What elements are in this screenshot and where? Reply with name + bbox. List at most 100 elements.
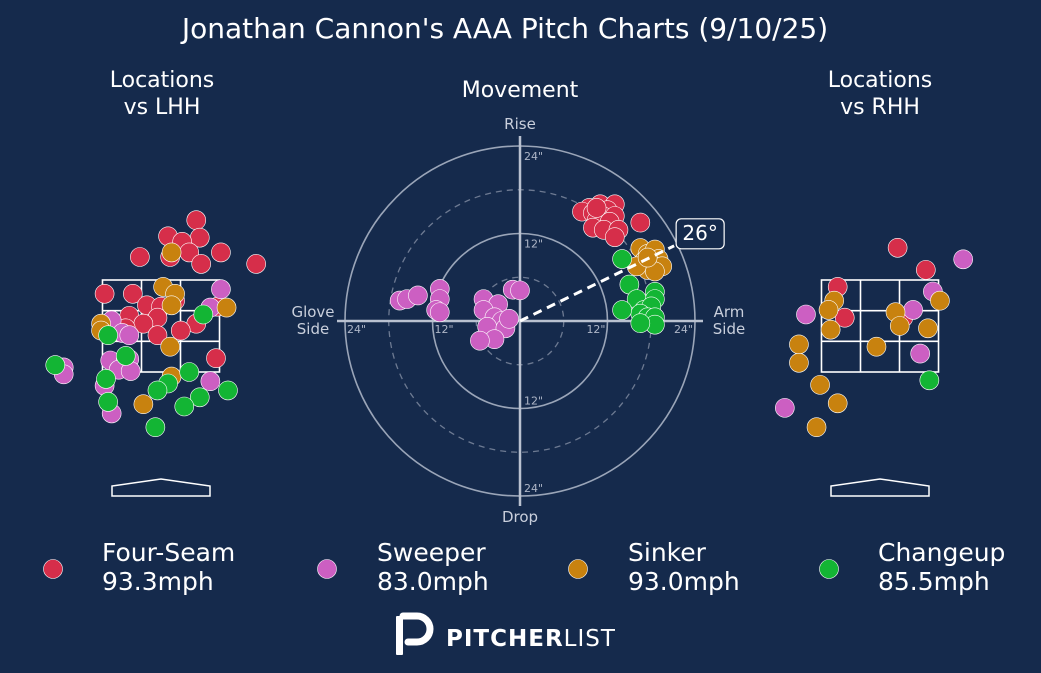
brand-wordmark: PITCHERLIST (446, 626, 616, 652)
logo-stem (396, 616, 403, 655)
pitch-point-sinker (806, 417, 827, 438)
legend-speed-four-seam: 93.3mph (102, 567, 214, 596)
pitch-point-sinker (789, 352, 809, 373)
pitch-point-sinker (810, 375, 830, 395)
pitch-point-changeup (174, 396, 195, 417)
pitch-point-sinker (930, 290, 950, 311)
pitch-point-changeup (189, 387, 210, 408)
pitch-point-sweeper (953, 249, 973, 270)
ring-label-12: 12" (586, 323, 605, 336)
movement-point-changeup (612, 249, 632, 269)
pitch-point-sweeper (211, 279, 231, 300)
pitch-point-sinker (820, 319, 841, 340)
movement-point-sweeper (510, 280, 530, 301)
pitch-point-sweeper (903, 300, 923, 320)
legend-speed-sinker: 93.0mph (628, 567, 740, 596)
legend-marker-sinker (568, 559, 588, 579)
movement-label-arm-line2: Side (713, 320, 745, 338)
ring-label-24: 24" (674, 323, 693, 336)
pitch-point-four-seam (147, 325, 168, 346)
pitch-point-changeup (115, 346, 136, 366)
movement-label-arm-line1: Arm (714, 303, 745, 321)
panel-locations-rhh: Locations vs RHH (775, 68, 973, 497)
legend-item-changeup: Changeup 85.5mph (819, 538, 1005, 596)
legend-item-sinker: Sinker 93.0mph (568, 538, 740, 596)
movement-label-rise: Rise (504, 115, 536, 133)
pitch-point-four-seam (211, 242, 231, 263)
pitch-point-sweeper (200, 371, 221, 392)
pitch-point-four-seam (206, 348, 226, 369)
strike-zone-outline (820, 279, 940, 373)
pitch-point-four-seam (246, 254, 266, 274)
arm-angle-line (519, 244, 675, 323)
rhh-home-plate (830, 478, 930, 497)
legend-label-four-seam: Four-Seam (102, 538, 235, 567)
pitch-point-sweeper (119, 325, 140, 346)
movement-pitch-points (389, 194, 672, 351)
pitcherlist-logo: PITCHERLIST (396, 612, 616, 655)
movement-point-four-seam (604, 227, 625, 247)
movement-point-sweeper (499, 309, 519, 329)
pitch-point-four-seam (123, 283, 143, 304)
panel-locations-lhh: Locations vs LHH (45, 68, 266, 497)
legend-marker-four-seam (43, 559, 63, 579)
pitch-point-four-seam (834, 307, 855, 328)
rhh-title-line2: vs RHH (840, 95, 920, 120)
pitch-point-four-seam (887, 238, 908, 258)
lhh-home-plate (111, 478, 211, 497)
movement-point-sweeper (470, 330, 490, 351)
movement-label-glove-line1: Glove (291, 303, 334, 321)
pitch-point-changeup (45, 355, 66, 375)
pitch-point-sinker (789, 334, 809, 355)
legend-label-sweeper: Sweeper (377, 538, 486, 567)
lhh-pitch-points (45, 210, 266, 438)
legend-speed-sweeper: 83.0mph (377, 567, 489, 596)
pitch-point-changeup (218, 380, 238, 401)
rhh-title-line1: Locations (828, 68, 933, 93)
pitch-point-sinker (818, 300, 839, 320)
movement-point-changeup (612, 300, 632, 320)
pitch-point-sinker (918, 318, 938, 339)
movement-grid: 12" 12" 12" 12" 24" 24" 24" 24" (337, 136, 703, 506)
legend-item-four-seam: Four-Seam 93.3mph (43, 538, 235, 596)
arm-angle-box (675, 218, 725, 250)
movement-point-sweeper (429, 302, 450, 323)
pitch-point-four-seam (916, 260, 936, 280)
legend-speed-changeup: 85.5mph (878, 567, 990, 596)
ring-label-12: 12" (524, 395, 543, 408)
pitch-point-changeup (98, 392, 118, 412)
pitch-point-changeup (145, 417, 166, 438)
legend: Four-Seam 93.3mph Sweeper 83.0mph Sinker… (43, 538, 1005, 596)
pitch-point-sinker (161, 295, 182, 316)
lhh-title-line1: Locations (110, 68, 215, 93)
ring-label-24: 24" (347, 323, 366, 336)
chart-title: Jonathan Cannon's AAA Pitch Charts (9/10… (180, 12, 828, 45)
pitch-point-sinker (133, 394, 154, 415)
brand-bold: PITCHER (446, 626, 564, 652)
pitch-point-sweeper (910, 343, 930, 364)
ring-label-12: 12" (524, 238, 543, 251)
rhh-pitch-points (775, 238, 973, 438)
movement-point-four-seam (586, 198, 607, 218)
pitch-point-sinker (216, 297, 237, 318)
arm-angle-label: 26° (682, 221, 717, 245)
logo-bowl (399, 612, 434, 646)
pitch-point-sinker (161, 242, 182, 263)
legend-marker-changeup (819, 559, 839, 579)
pitch-point-sinker (866, 336, 887, 357)
pitch-point-sweeper (796, 304, 816, 325)
pitch-point-changeup (919, 370, 940, 391)
ring-label-24: 24" (524, 482, 543, 495)
pitch-point-four-seam (94, 283, 115, 304)
ring-label-24: 24" (524, 150, 543, 163)
pitcherlist-p-icon (396, 612, 434, 655)
brand-light: LIST (564, 626, 616, 652)
pitch-point-sinker (160, 336, 180, 357)
movement-point-sweeper (408, 285, 428, 306)
legend-item-sweeper: Sweeper 83.0mph (317, 538, 489, 596)
pitch-point-sinker (889, 316, 910, 336)
movement-title: Movement (462, 78, 579, 103)
pitch-point-changeup (96, 369, 116, 389)
pitch-point-sweeper (775, 398, 795, 418)
arm-angle-indicator: 26° (519, 218, 725, 323)
